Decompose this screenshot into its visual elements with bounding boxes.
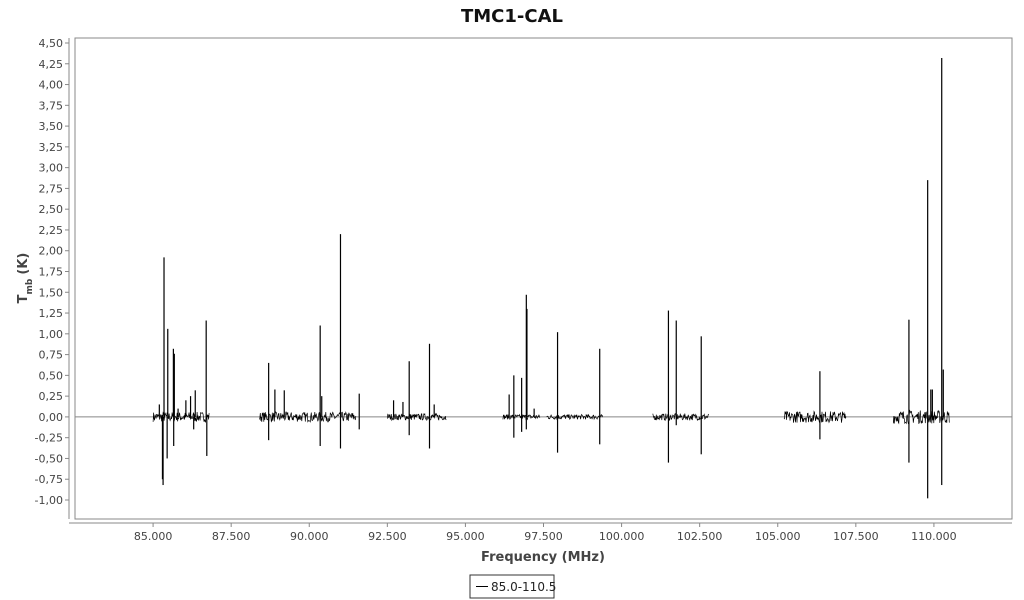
svg-text:Tmb(K): Tmb (K) (16, 253, 35, 304)
y-tick-label: 1,25 (39, 307, 64, 320)
x-tick-label: 110.000 (911, 530, 957, 543)
y-tick-label: 1,50 (39, 286, 64, 299)
x-tick-label: 90.000 (290, 530, 329, 543)
chart-title: TMC1-CAL (461, 6, 563, 27)
y-tick-label: 3,75 (39, 99, 64, 112)
x-tick-label: 105.000 (755, 530, 801, 543)
y-tick-label: 2,25 (39, 224, 64, 237)
x-tick-label: 95.000 (446, 530, 485, 543)
y-axis: -1,00 -0,75 -0,50 -0,25 0,00 0,25 0,50 0,75 1,00… (35, 37, 70, 519)
y-tick-label: 0,25 (39, 390, 64, 403)
y-tick-label: -1,00 (35, 494, 63, 507)
y-tick-label: 4,00 (39, 79, 64, 92)
y-tick-label: 2,00 (39, 245, 64, 258)
y-tick-label: 2,50 (39, 203, 64, 216)
x-tick-label: 107.500 (833, 530, 879, 543)
noise-band (783, 410, 847, 424)
noise-band (546, 413, 603, 421)
noise-band (892, 409, 950, 425)
y-tick-label: 3,50 (39, 120, 64, 133)
y-axis-label-unit: (K) (16, 253, 31, 275)
y-axis-label-subscript: mb (25, 278, 35, 294)
y-axis-label: Tmb (K) (16, 253, 35, 304)
y-tick-label: 0,00 (39, 411, 64, 424)
x-axis-label: Frequency (MHz) (481, 550, 605, 565)
y-tick-label: 4,25 (39, 58, 64, 71)
legend: 85.0-110.5 (469, 574, 556, 599)
y-tick-label: 0,50 (39, 369, 64, 382)
y-tick-label: -0,75 (35, 473, 63, 486)
series-85-110 (152, 57, 950, 499)
x-axis: 85.000 87.500 90.000 92.500 95.000 97.500 100.… (69, 522, 1012, 543)
legend-box (469, 574, 555, 599)
y-axis-label-main: T (16, 294, 31, 303)
legend-label: 85.0-110.5 (491, 580, 556, 594)
x-tick-label: 87.500 (212, 530, 251, 543)
y-tick-label: 3,00 (39, 162, 64, 175)
y-tick-label: 4,50 (39, 37, 64, 50)
noise-band (258, 411, 357, 423)
y-tick-label: 0,75 (39, 349, 64, 362)
noise-band (652, 412, 709, 422)
x-tick-label: 92.500 (368, 530, 407, 543)
y-tick-label: 1,00 (39, 328, 64, 341)
x-tick-label: 100.000 (599, 530, 645, 543)
x-tick-label: 97.500 (524, 530, 563, 543)
x-tick-label: 102.500 (677, 530, 723, 543)
y-tick-label: 3,25 (39, 141, 64, 154)
y-tick-label: -0,50 (35, 452, 63, 465)
noise-band (386, 412, 447, 422)
y-tick-label: -0,25 (35, 432, 63, 445)
plot-area (74, 37, 1013, 520)
x-tick-label: 85.000 (134, 530, 173, 543)
noise-band (152, 411, 210, 423)
y-tick-label: 1,75 (39, 266, 64, 279)
y-tick-label: 2,75 (39, 182, 64, 195)
